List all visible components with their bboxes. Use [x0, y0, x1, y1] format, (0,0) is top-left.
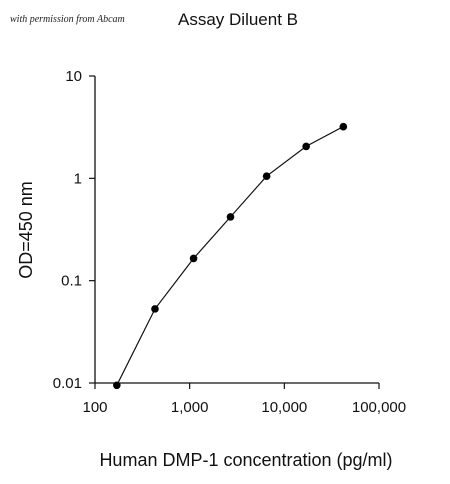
- data-point: [151, 305, 159, 313]
- data-point: [113, 381, 121, 390]
- y-tick-label: 0.01: [53, 375, 82, 392]
- data-point: [302, 142, 310, 151]
- x-tick-label: 10,000: [261, 399, 307, 416]
- series-markers: [113, 122, 348, 390]
- x-tick-label: 100,000: [352, 399, 406, 416]
- y-tick-label: 1: [74, 170, 82, 187]
- y-axis-ticks: 0.01 0.1 1 10: [53, 68, 95, 392]
- y-tick-label: 0.1: [61, 273, 82, 290]
- x-tick-label: 100: [82, 399, 107, 416]
- data-point: [189, 254, 198, 263]
- series-layer: [113, 122, 348, 390]
- plot-frame: [94, 76, 379, 384]
- x-tick-label: 1,000: [171, 399, 209, 416]
- data-point: [226, 213, 235, 221]
- chart-title: Assay Diluent B: [178, 10, 298, 29]
- series-line: [116, 126, 344, 386]
- data-point: [339, 122, 348, 131]
- permission-note: with permission from Abcam: [10, 14, 125, 25]
- y-tick-label: 10: [65, 68, 82, 85]
- data-point: [262, 172, 271, 180]
- y-axis-label: OD=450 nm: [16, 181, 36, 279]
- x-axis-ticks: 100 1,000 10,000 100,000: [82, 383, 406, 416]
- x-axis-label: Human DMP-1 concentration (pg/ml): [99, 450, 392, 470]
